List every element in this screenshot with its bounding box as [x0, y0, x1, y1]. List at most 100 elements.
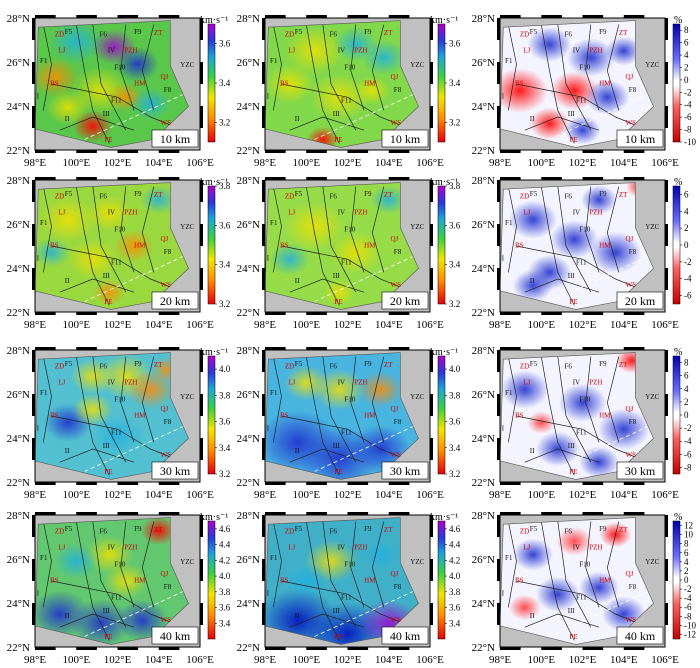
colorbar-tick-label: 3.6 [219, 603, 231, 613]
map-label-f1: F1 [270, 554, 278, 562]
colorbar-tick-label: 3.6 [219, 39, 231, 49]
colorbar-tick-label: -10 [684, 137, 696, 147]
white-dashed-line [549, 587, 654, 637]
map-label-f5: F5 [530, 360, 538, 368]
colorbar-tick-label: 3.6 [449, 603, 461, 613]
fault-line [59, 278, 135, 293]
x-tick-label: 104°E [610, 654, 638, 666]
fault-line [289, 278, 365, 293]
map-label-iv: IV [108, 543, 115, 551]
frame-tick-left [32, 268, 35, 290]
white-dashed-line [84, 252, 189, 302]
map-label-iii: III [103, 607, 111, 615]
map-label-f5: F5 [295, 525, 303, 533]
map-label-f1: F1 [40, 389, 48, 397]
fault-line [51, 83, 184, 131]
frame-tick-left [262, 62, 265, 84]
colorbar-tick-label: -8 [684, 462, 692, 472]
colorbar-tick-label: 3.6 [219, 417, 231, 427]
anomaly-blob [284, 365, 329, 401]
frame-tick-right [430, 350, 433, 372]
map-label-i: I [502, 425, 505, 433]
map-label-qj: QJ [626, 405, 634, 413]
map-label-ii: II [65, 612, 70, 620]
map-label-pzh: PZH [124, 46, 137, 54]
frame-tick-left [32, 350, 35, 372]
map-label-pzh: PZH [589, 208, 602, 216]
y-tick-label: 28°N [472, 175, 495, 187]
map-label-qj: QJ [161, 405, 169, 413]
anomaly-blob [284, 563, 329, 599]
map-label-f6: F6 [99, 193, 107, 201]
anomaly-blob [284, 202, 345, 251]
map-label-hm: HM [599, 576, 611, 584]
colorbar [672, 355, 681, 475]
map-label-f10: F10 [344, 561, 355, 569]
depth-label-box [616, 291, 664, 310]
tomography-field [35, 182, 189, 310]
frame-tick-top [306, 347, 327, 350]
frame-tick-top [158, 15, 180, 18]
fault-line [540, 521, 575, 641]
map-label-yzc: YZC [180, 61, 194, 69]
x-tick-label: 104°E [375, 157, 403, 169]
map-label-f11: F11 [341, 429, 352, 437]
anomaly-blob [70, 358, 115, 394]
y-tick-label: 28°N [472, 345, 495, 357]
map-label-lj: LJ [523, 378, 530, 386]
colorbar-tick-label: 3.2 [219, 299, 230, 309]
colorbar-tick-label: 6 [684, 548, 689, 558]
fault-line [281, 580, 414, 628]
map-label-pe: PE [334, 468, 342, 476]
tomography-field [265, 182, 419, 310]
depth-label: 20 km [160, 294, 191, 308]
tomography-field [35, 352, 189, 480]
map-label-pe: PE [569, 136, 577, 144]
colorbar-unit: % [674, 177, 682, 188]
frame-tick-bottom [35, 647, 56, 650]
colorbar-tick-label: 3.8 [449, 390, 461, 400]
tomography-field [35, 517, 189, 645]
frame-tick-left [497, 394, 500, 416]
x-tick-label: 100°E [292, 157, 320, 169]
anomaly-blob [579, 571, 619, 604]
fault-line [507, 356, 517, 443]
y-tick-label: 22°N [237, 145, 260, 157]
map-label-f5: F5 [295, 190, 303, 198]
map-label-f10: F10 [579, 64, 590, 72]
frame-tick-right [430, 268, 433, 290]
map-label-ws: WS [391, 119, 402, 127]
map-label-qj: QJ [626, 570, 634, 578]
map-label-iv: IV [338, 543, 345, 551]
fault-line [120, 186, 135, 273]
frame-tick-left [497, 62, 500, 84]
frame-tick-top [306, 512, 327, 515]
x-tick-label: 102°E [334, 157, 362, 169]
map-label-qj: QJ [626, 73, 634, 81]
depth-label-box [151, 291, 199, 310]
x-tick-label: 102°E [104, 319, 132, 331]
map-label-f6: F6 [99, 363, 107, 371]
map-label-lj: LJ [58, 208, 65, 216]
colorbar-tick-label: 3.8 [449, 181, 461, 191]
map-label-f11: F11 [341, 97, 352, 105]
y-tick-label: 24°N [472, 263, 495, 275]
map-label-f1: F1 [270, 57, 278, 65]
map-label-ii: II [295, 447, 300, 455]
frame-tick-bottom [541, 647, 562, 650]
map-label-hm: HM [599, 411, 611, 419]
fault-line [272, 24, 282, 111]
frame-tick-bottom [76, 482, 97, 485]
map-label-f1: F1 [40, 219, 48, 227]
anomaly-blob [509, 200, 557, 239]
frame-tick-right [200, 603, 203, 625]
map-label-f11: F11 [576, 259, 587, 267]
fault-line [51, 415, 184, 463]
frame-tick-right [430, 438, 433, 460]
colorbar-tick-label: 3.4 [219, 260, 231, 270]
map-label-ii: II [530, 277, 535, 285]
fault-line [350, 521, 365, 608]
x-tick-label: 106°E [651, 157, 679, 169]
x-tick-label: 98°E [489, 489, 511, 501]
